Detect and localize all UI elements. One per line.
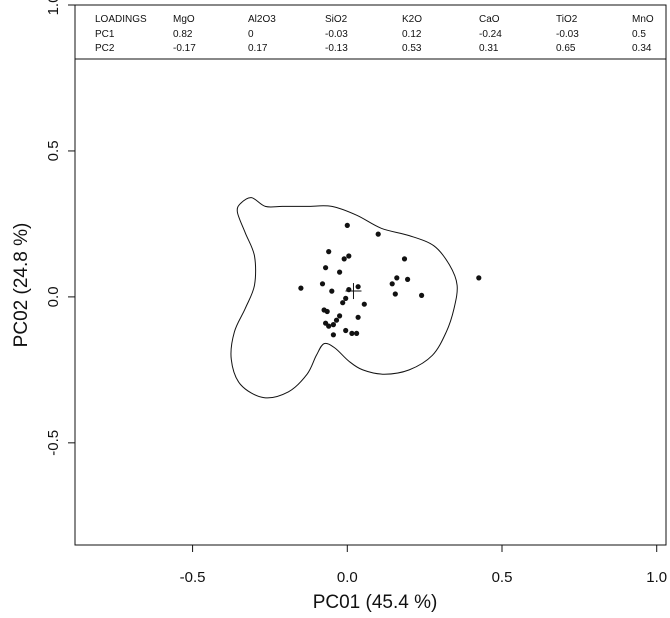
loadings-cell: 0.5 <box>632 29 646 40</box>
y-axis-label: PC02 (24.8 %) <box>11 223 32 348</box>
data-point <box>330 322 336 328</box>
x-tick-label: 0.0 <box>337 569 358 586</box>
loadings-header-cell: SiO2 <box>325 14 348 25</box>
loadings-header-cell: LOADINGS <box>95 14 147 25</box>
x-axis-label: PC01 (45.4 %) <box>313 592 438 613</box>
loadings-cell: -0.13 <box>325 43 348 54</box>
data-point <box>343 295 349 301</box>
loadings-cell: 0.82 <box>173 29 193 40</box>
loadings-header-cell: TiO2 <box>556 14 578 25</box>
data-point <box>341 256 347 262</box>
y-tick-label: 0.0 <box>45 286 62 307</box>
loadings-cell: -0.24 <box>479 29 502 40</box>
data-point <box>330 332 336 338</box>
y-axis: -0.5 0.0 0.5 1.0 <box>45 0 75 456</box>
x-tick-label: 0.5 <box>492 569 513 586</box>
loadings-header-cell: CaO <box>479 14 500 25</box>
data-point <box>349 330 355 336</box>
data-point <box>340 300 346 306</box>
data-point <box>354 330 360 336</box>
data-point <box>298 285 304 291</box>
data-point <box>333 317 340 323</box>
loadings-cell: PC1 <box>95 29 115 40</box>
data-point <box>319 281 326 287</box>
data-point <box>405 276 411 282</box>
loadings-cell: 0.34 <box>632 43 652 54</box>
loadings-cell: -0.03 <box>556 29 579 40</box>
x-axis: -0.5 0.0 0.5 1.0 <box>180 545 667 586</box>
data-point <box>329 288 335 294</box>
loadings-header-cell: K2O <box>402 14 422 25</box>
data-point <box>476 275 482 281</box>
data-point <box>324 308 330 315</box>
density-contour <box>230 197 458 399</box>
data-point <box>337 313 343 319</box>
data-point <box>355 314 361 320</box>
data-points <box>298 222 482 338</box>
data-point <box>419 292 425 298</box>
loadings-cell: 0 <box>248 29 254 40</box>
loadings-header-cell: MnO <box>632 14 654 25</box>
loadings-header-cell: MgO <box>173 14 195 25</box>
data-point <box>394 275 400 281</box>
y-tick-label: 0.5 <box>45 140 62 161</box>
loadings-table: LOADINGS MgO Al2O3 SiO2 K2O CaO TiO2 MnO PC1 0.82… <box>75 14 666 60</box>
loadings-cell: 0.31 <box>479 43 499 54</box>
data-point <box>401 256 408 262</box>
data-point <box>337 269 343 275</box>
loadings-cell: -0.03 <box>325 29 348 40</box>
loadings-cell: 0.53 <box>402 43 422 54</box>
data-point <box>323 265 329 271</box>
centroid-marker <box>345 283 362 300</box>
data-point <box>355 284 361 290</box>
loadings-cell: 0.65 <box>556 43 576 54</box>
data-point <box>375 231 381 237</box>
plot-frame <box>74 4 667 546</box>
data-point <box>344 222 350 228</box>
data-point <box>361 301 367 307</box>
y-tick-label: 1.0 <box>45 0 62 15</box>
x-tick-label: -0.5 <box>180 569 206 586</box>
data-point <box>389 281 395 287</box>
loadings-cell: 0.12 <box>402 29 422 40</box>
y-tick-label: -0.5 <box>45 430 62 456</box>
x-tick-label: 1.0 <box>646 569 667 586</box>
loadings-header-cell: Al2O3 <box>248 14 276 25</box>
loadings-cell: 0.17 <box>248 43 268 54</box>
data-point <box>326 323 332 329</box>
data-point <box>346 253 352 259</box>
loadings-cell: PC2 <box>95 43 115 54</box>
data-point <box>326 249 332 255</box>
data-point <box>343 327 349 334</box>
data-point <box>392 291 398 297</box>
loadings-cell: -0.17 <box>173 43 196 54</box>
